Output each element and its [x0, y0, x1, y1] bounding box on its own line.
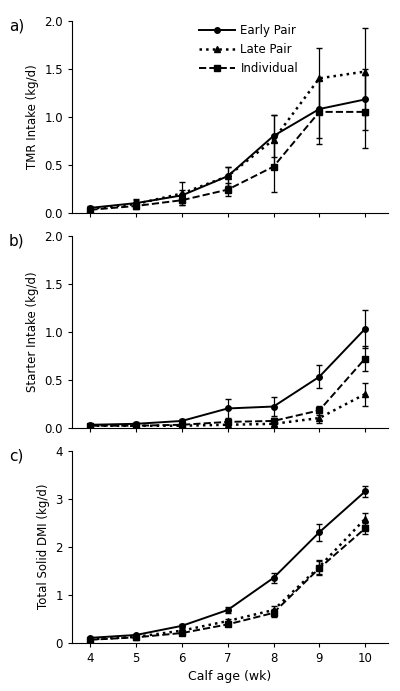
X-axis label: Calf age (wk): Calf age (wk) — [188, 670, 272, 683]
Y-axis label: Starter Intake (kg/d): Starter Intake (kg/d) — [26, 272, 39, 392]
Text: b): b) — [9, 234, 24, 249]
Text: c): c) — [9, 448, 23, 464]
Y-axis label: Total Solid DMI (kg/d): Total Solid DMI (kg/d) — [37, 484, 50, 609]
Legend: Early Pair, Late Pair, Individual: Early Pair, Late Pair, Individual — [198, 23, 300, 76]
Text: a): a) — [9, 19, 24, 34]
Y-axis label: TMR Intake (kg/d): TMR Intake (kg/d) — [26, 64, 39, 169]
